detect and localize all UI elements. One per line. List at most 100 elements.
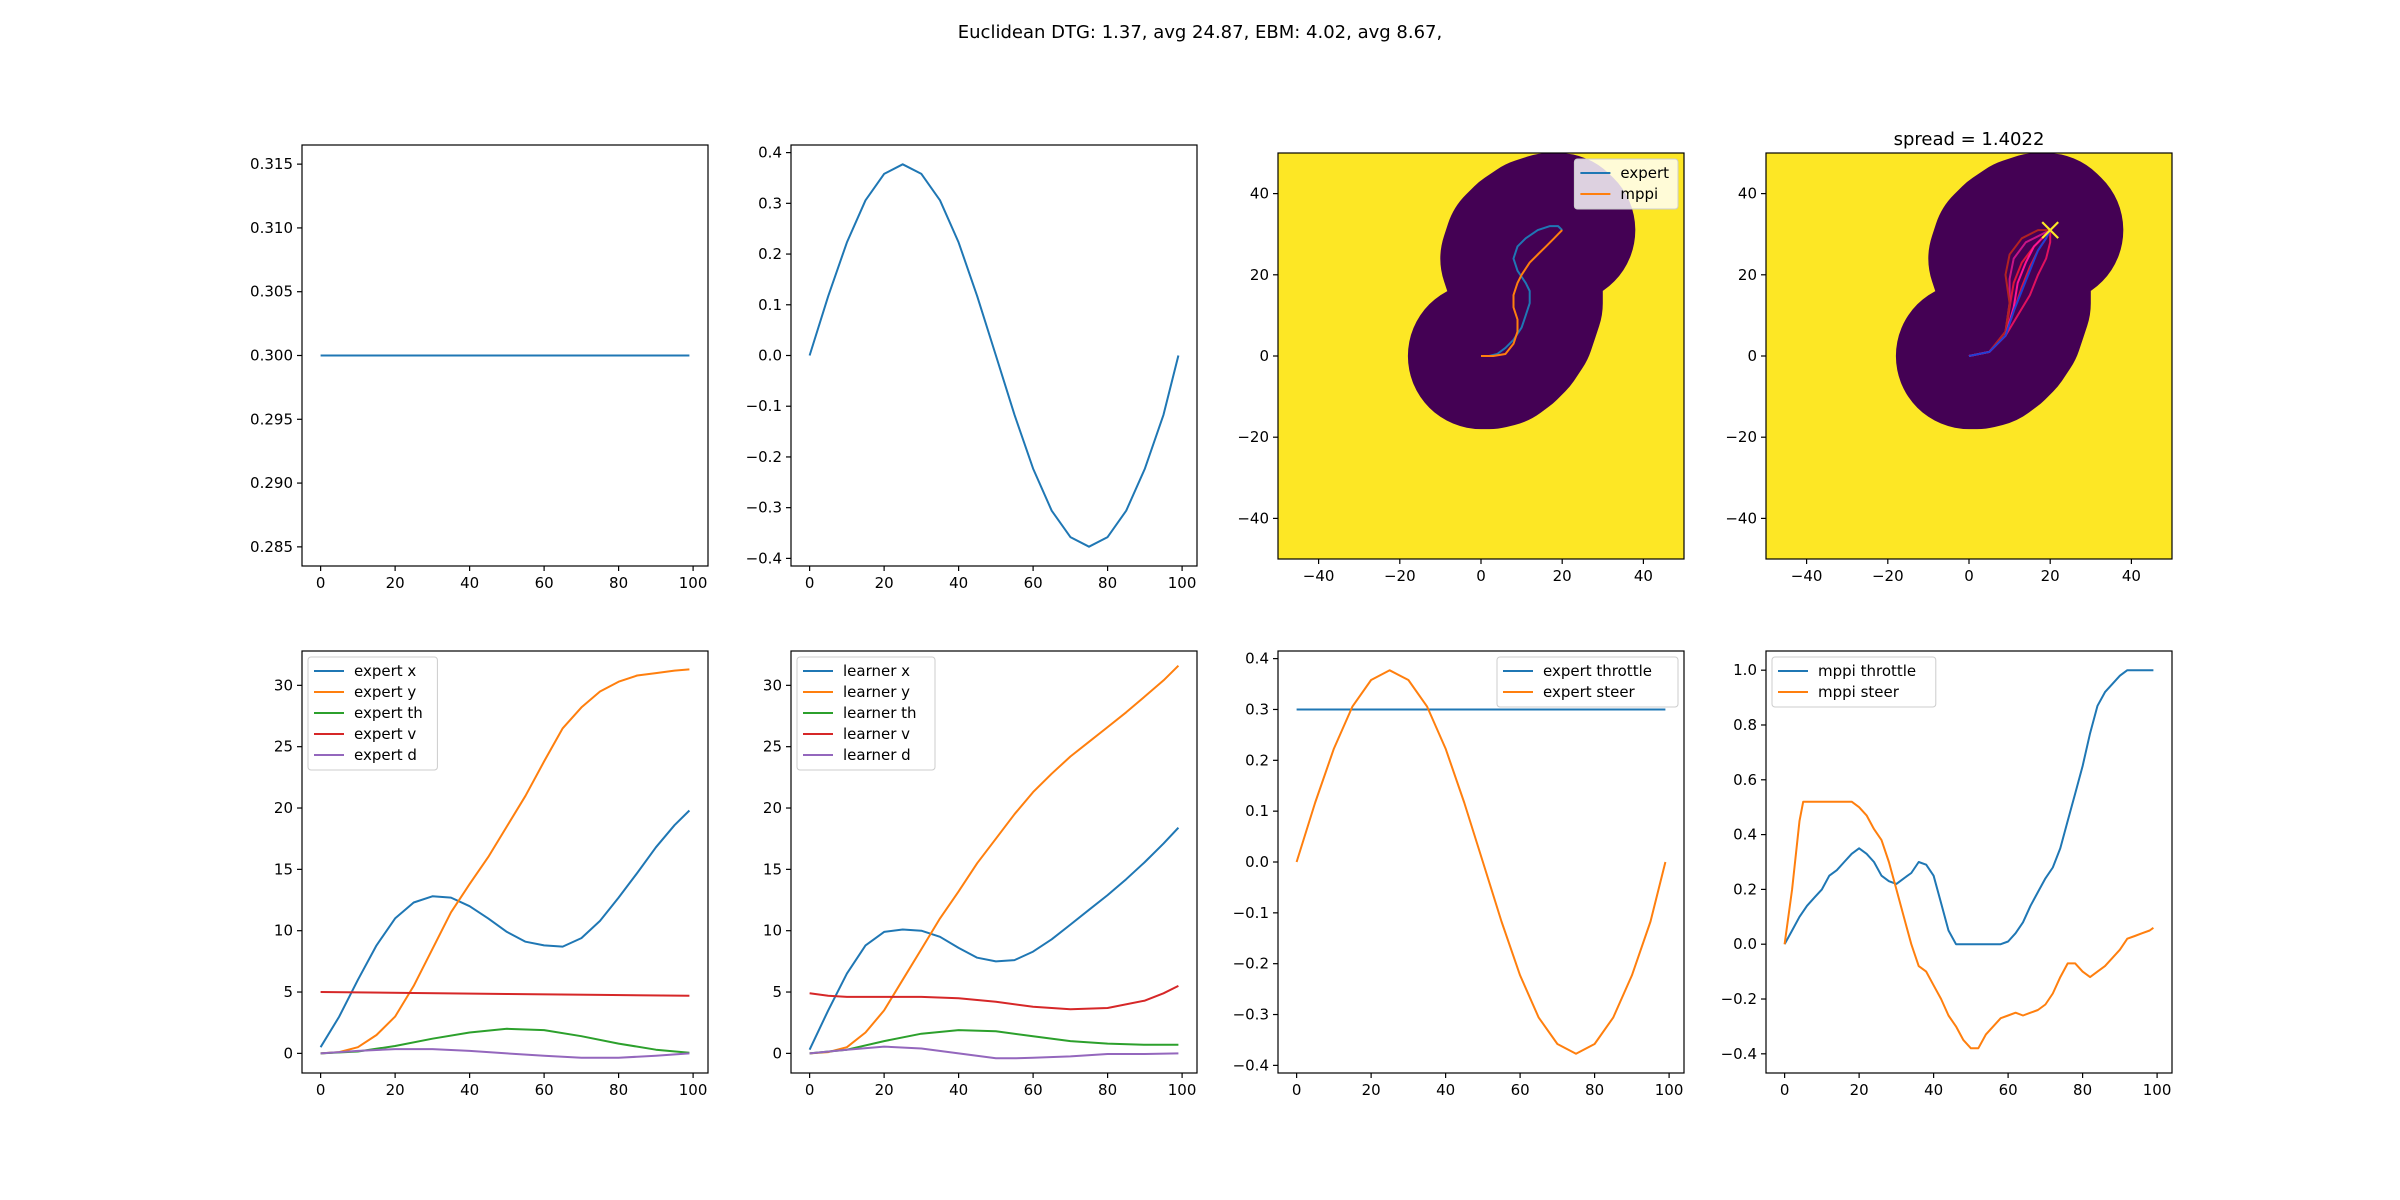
x-tick-label: 100 (679, 574, 708, 592)
y-tick-label: 0.0 (1733, 935, 1757, 953)
y-tick-label: 0.2 (1245, 751, 1269, 769)
y-tick-label: −0.4 (1233, 1056, 1269, 1074)
x-tick-label: 60 (1024, 1081, 1043, 1099)
subplot-p6: 0 20 40 60 80 100 −0.4 −0.3 −0.2 −0.1 0.0 0.1 0.2 0.3… (1233, 650, 1685, 1099)
axes-frame (790, 650, 1198, 1074)
y-tick-label: 0.2 (1733, 880, 1757, 898)
series-line-0 (808, 163, 1180, 548)
axes-frame (301, 650, 709, 1074)
subplot-p7: 0 20 40 60 80 100 −0.4 −0.2 0.0 0.2 0.4 0.6 0.8 1.0 mp… (1721, 650, 2173, 1099)
y-tick-label: 30 (763, 676, 782, 694)
y-tick-label: −40 (1237, 509, 1269, 527)
x-tick-label: 40 (1634, 567, 1653, 585)
x-tick-label: −20 (1384, 567, 1416, 585)
x-tick-label: 100 (1655, 1081, 1684, 1099)
y-tick-label: −0.2 (746, 448, 782, 466)
legend-label: learner d (843, 746, 911, 764)
y-tick-label: 1.0 (1733, 661, 1757, 679)
goal-marker (2041, 221, 2059, 239)
y-tick-label: 0.4 (1733, 826, 1757, 844)
y-tick-label: 0.0 (1245, 853, 1269, 871)
x-tick-label: 40 (2122, 567, 2141, 585)
x-tick-label: 100 (1168, 1081, 1197, 1099)
subplot-p3: −40 −20 0 20 40 −40 −20 0 20 40 spread = 1.4022 (1725, 129, 2173, 585)
y-tick-label: −0.4 (1721, 1045, 1757, 1063)
x-tick-label: 0 (805, 1081, 815, 1099)
y-tick-label: −0.2 (1721, 990, 1757, 1008)
series-line-mppi-steer (1783, 800, 2154, 1050)
y-tick-label: 0 (1747, 347, 1757, 365)
x-tick-label: 40 (460, 574, 479, 592)
x-tick-label: 80 (609, 1081, 628, 1099)
y-tick-label: 0.295 (250, 410, 293, 428)
x-tick-label: 100 (1168, 574, 1197, 592)
y-tick-label: 0.6 (1733, 771, 1757, 789)
x-tick-label: 100 (2143, 1081, 2172, 1099)
y-tick-label: 0.0 (758, 347, 782, 365)
y-tick-label: 15 (763, 860, 782, 878)
x-tick-label: 20 (1553, 567, 1572, 585)
legend-box (796, 656, 936, 771)
legend-box (1573, 158, 1679, 210)
y-tick-label: −0.4 (746, 549, 782, 567)
legend: expert x expert y expert th expert v expert … (307, 656, 438, 771)
series-line-learner-th (809, 1029, 1179, 1055)
legend-box (307, 656, 438, 771)
legend-label: learner x (843, 662, 910, 680)
series-line-expert-th (320, 1027, 690, 1055)
legend: learner x learner y learner th learner v lea… (796, 656, 936, 771)
y-tick-label: 0.310 (250, 219, 293, 237)
y-tick-label: 5 (283, 983, 293, 1001)
x-tick-label: 0 (1476, 567, 1486, 585)
x-tick-label: −20 (1872, 567, 1904, 585)
series-line-expert-d (320, 1048, 690, 1059)
y-tick-label: 0.285 (250, 538, 293, 556)
legend-label: expert throttle (1543, 662, 1652, 680)
y-tick-label: 0.1 (1245, 802, 1269, 820)
subplot-p1: 0 20 40 60 80 100 −0.4 −0.3 −0.2 −0.1 0.0 0.1 0.2 0.3… (746, 144, 1198, 592)
y-tick-label: 0.8 (1733, 716, 1757, 734)
series-line-learner-v (809, 985, 1179, 1011)
y-tick-label: 20 (763, 799, 782, 817)
y-tick-label: 30 (274, 676, 293, 694)
legend-label: mppi throttle (1818, 662, 1916, 680)
subplot-p4: 0 20 40 60 80 100 0 5 10 15 20 25 30 expert x expert y… (274, 650, 709, 1099)
series-line-expert-v (320, 991, 690, 997)
x-tick-label: 0 (805, 574, 815, 592)
series-line-learner-y (809, 664, 1180, 1055)
series-line-6 (1968, 229, 2052, 357)
y-tick-label: 0.3 (758, 194, 782, 212)
legend-label: learner y (843, 683, 910, 701)
legend: expert mppi (1573, 158, 1679, 210)
figure-suptitle: Euclidean DTG: 1.37, avg 24.87, EBM: 4.0… (958, 22, 1442, 43)
series-line-mppi-throttle (1783, 669, 2154, 946)
y-tick-label: 0 (1259, 347, 1269, 365)
y-tick-label: −0.1 (746, 397, 782, 415)
legend-label: expert th (354, 704, 423, 722)
x-tick-label: 20 (386, 574, 405, 592)
y-tick-label: −0.2 (1233, 955, 1269, 973)
axes-frame (1765, 650, 2173, 1074)
y-tick-label: −20 (1725, 428, 1757, 446)
legend-label: expert (1620, 164, 1669, 182)
x-tick-label: 40 (460, 1081, 479, 1099)
x-tick-label: 20 (1850, 1081, 1869, 1099)
x-tick-label: 80 (1585, 1081, 1604, 1099)
y-tick-label: 15 (274, 860, 293, 878)
x-tick-label: 20 (2041, 567, 2060, 585)
x-tick-label: 0 (316, 574, 326, 592)
legend-label: expert d (354, 746, 417, 764)
y-tick-label: 0.315 (250, 155, 293, 173)
y-tick-label: 20 (1250, 266, 1269, 284)
x-tick-label: 40 (949, 574, 968, 592)
x-tick-label: 0 (316, 1081, 326, 1099)
y-tick-label: 0.3 (1245, 700, 1269, 718)
x-tick-label: 100 (679, 1081, 708, 1099)
x-tick-label: −40 (1303, 567, 1335, 585)
y-tick-label: 10 (763, 922, 782, 940)
y-tick-label: 0.2 (758, 245, 782, 263)
legend: mppi throttle mppi steer (1771, 656, 1937, 708)
subplot-title: spread = 1.4022 (1894, 129, 2045, 150)
